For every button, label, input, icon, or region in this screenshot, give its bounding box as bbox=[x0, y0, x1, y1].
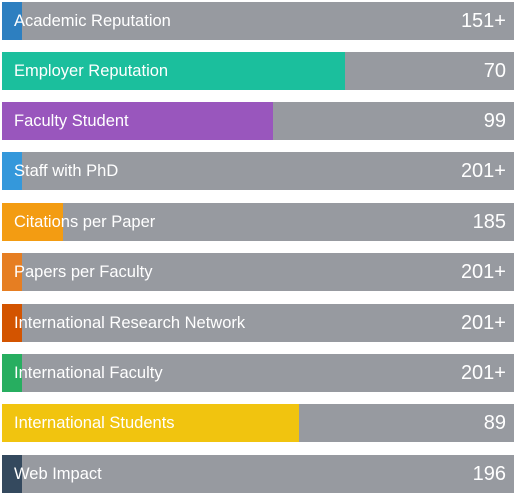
indicator-fill-bar bbox=[2, 203, 64, 241]
indicator-fill-bar bbox=[2, 455, 23, 493]
indicator-rank-value: 201+ bbox=[460, 160, 506, 182]
indicator-bar-papers-per-faculty: Papers per Faculty 201+ bbox=[2, 253, 514, 291]
indicator-label: Faculty Student bbox=[14, 112, 129, 130]
indicator-fill-bar bbox=[2, 304, 23, 342]
indicator-fill-bar bbox=[2, 2, 23, 40]
indicator-bar-international-faculty: International Faculty 201+ bbox=[2, 354, 514, 392]
indicator-bar-academic-reputation: Academic Reputation 151+ bbox=[2, 2, 514, 40]
indicator-label: International Students bbox=[14, 414, 175, 432]
indicator-bar-citations-per-paper: Citations per Paper 185 bbox=[2, 203, 514, 241]
indicator-label: Employer Reputation bbox=[14, 62, 169, 80]
indicator-label: Citations per Paper bbox=[14, 213, 156, 231]
indicator-label: Web Impact bbox=[14, 465, 102, 483]
indicator-label: International Research Network bbox=[14, 314, 246, 332]
indicator-rank-value: 99 bbox=[483, 110, 506, 132]
indicator-fill-bar bbox=[2, 102, 274, 140]
indicator-fill-bar bbox=[2, 354, 23, 392]
indicator-label: Papers per Faculty bbox=[14, 263, 153, 281]
indicator-rank-value: 185 bbox=[472, 211, 506, 233]
indicator-fill-bar bbox=[2, 152, 23, 190]
indicator-bar-web-impact: Web Impact 196 bbox=[2, 455, 514, 493]
indicator-rank-value: 201+ bbox=[460, 261, 506, 283]
indicator-bar-international-students: International Students 89 bbox=[2, 404, 514, 442]
indicator-rank-value: 151+ bbox=[460, 10, 506, 32]
indicator-label: Staff with PhD bbox=[14, 162, 119, 180]
indicator-fill-bar bbox=[2, 404, 299, 442]
indicator-label: Academic Reputation bbox=[14, 12, 171, 30]
indicator-fill-bar bbox=[2, 52, 346, 90]
indicator-rank-value: 89 bbox=[483, 412, 506, 434]
indicator-bar-staff-with-phd: Staff with PhD 201+ bbox=[2, 152, 514, 190]
indicator-rank-value: 201+ bbox=[460, 362, 506, 384]
indicator-rank-value: 201+ bbox=[460, 312, 506, 334]
indicator-bar-employer-reputation: Employer Reputation 70 bbox=[2, 52, 514, 90]
indicator-fill-bar bbox=[2, 253, 23, 291]
indicator-bar-faculty-student: Faculty Student 99 bbox=[2, 102, 514, 140]
indicator-rank-value: 70 bbox=[483, 60, 506, 82]
indicator-rank-value: 196 bbox=[472, 463, 506, 485]
indicator-label: International Faculty bbox=[14, 364, 163, 382]
indicator-bar-international-research-network: International Research Network 201+ bbox=[2, 304, 514, 342]
